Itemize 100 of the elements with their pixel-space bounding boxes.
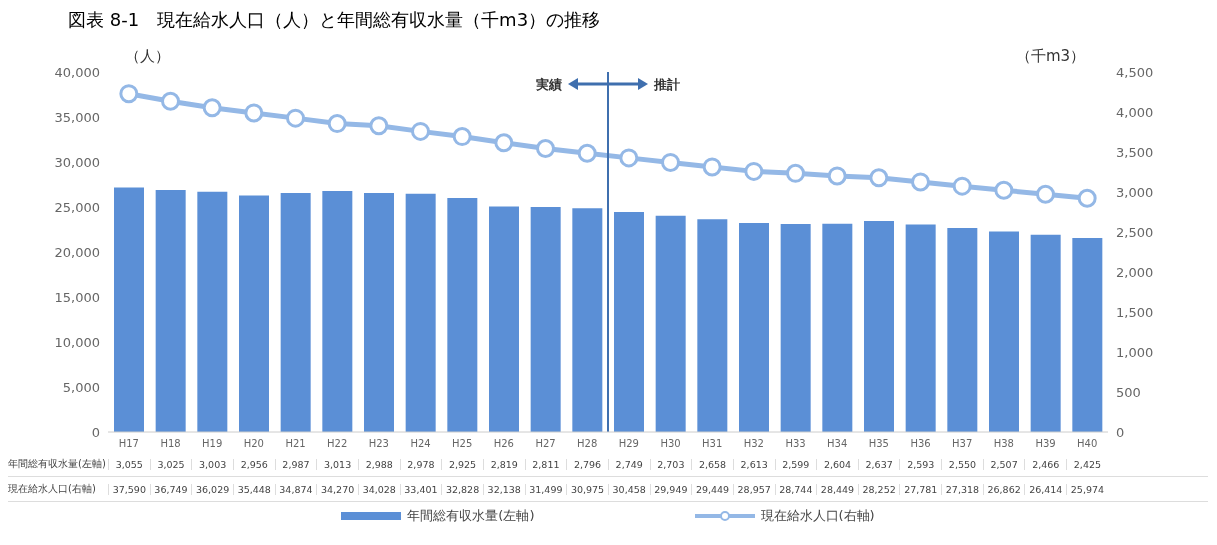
data-label: 2,749 xyxy=(607,458,650,470)
bar xyxy=(155,190,186,432)
data-label: 36,749 xyxy=(149,483,192,495)
data-label: 26,862 xyxy=(982,483,1025,495)
point xyxy=(661,152,680,172)
point xyxy=(202,98,222,118)
x-tick-label: H26 xyxy=(493,438,514,450)
data-label: 2,466 xyxy=(1024,458,1067,470)
text: 現在給水人口(右軸) xyxy=(8,483,96,494)
x-tick-label: H34 xyxy=(827,438,848,450)
annotation: 推計 xyxy=(653,77,680,92)
x-tick-label: H20 xyxy=(243,438,264,450)
x-tick-label: H33 xyxy=(785,438,806,450)
x-tick-label: H39 xyxy=(1035,438,1056,450)
point xyxy=(702,157,722,177)
bar xyxy=(1072,238,1103,432)
data-label: 2,811 xyxy=(524,458,567,470)
bar xyxy=(655,215,686,432)
legend-label: 現在給水人口(右軸) xyxy=(760,507,875,525)
y2-tick-label: 2,500 xyxy=(1116,224,1154,240)
data-label: 3,013 xyxy=(316,458,358,470)
data-label: 30,458 xyxy=(607,483,650,495)
point xyxy=(369,116,389,136)
data-label: 2,658 xyxy=(691,458,733,470)
point xyxy=(1036,184,1055,204)
data-label: 27,781 xyxy=(899,483,942,495)
point xyxy=(161,91,180,111)
data-label: 30,975 xyxy=(566,483,608,495)
data-label: 29,949 xyxy=(649,483,692,495)
x-tick-label: H17 xyxy=(118,438,139,450)
bar xyxy=(322,190,353,432)
data-label: 25,974 xyxy=(1066,483,1108,495)
x-tick-label: H36 xyxy=(910,438,931,450)
point xyxy=(536,139,555,159)
point xyxy=(494,133,514,153)
data-label: 2,593 xyxy=(899,458,942,470)
bar xyxy=(447,198,478,432)
data-label: 28,449 xyxy=(816,483,858,495)
point xyxy=(452,127,472,147)
data-label: 2,425 xyxy=(1066,458,1108,470)
x-tick-label: H32 xyxy=(743,438,764,450)
y-tick-label: 20,000 xyxy=(54,244,100,260)
y-tick-label: 0 xyxy=(91,424,100,440)
point xyxy=(827,166,847,186)
point xyxy=(786,163,805,183)
point xyxy=(744,161,764,181)
data-label: 27,318 xyxy=(941,483,983,495)
bar xyxy=(280,193,311,432)
bar xyxy=(739,222,769,432)
bar xyxy=(864,221,894,432)
x-tick-label: H24 xyxy=(410,438,431,450)
y-tick-label: 5,000 xyxy=(62,379,100,395)
data-label: 34,028 xyxy=(357,483,400,495)
bar xyxy=(989,231,1019,432)
bar xyxy=(1030,234,1061,432)
bar xyxy=(489,206,519,432)
point xyxy=(1077,188,1097,208)
data-label: 34,874 xyxy=(274,483,317,495)
y2-tick-label: 500 xyxy=(1116,384,1141,400)
point xyxy=(994,180,1014,200)
y2-tick-label: 1,500 xyxy=(1116,304,1154,320)
x-tick-label: H38 xyxy=(993,438,1014,450)
y-axis-title: （人） xyxy=(125,46,170,65)
x-tick-label: H25 xyxy=(452,438,473,450)
bar xyxy=(697,219,728,432)
point xyxy=(327,114,347,134)
data-label: 2,550 xyxy=(941,458,983,470)
data-label: 28,744 xyxy=(774,483,817,495)
y-tick-label: 10,000 xyxy=(54,334,100,350)
data-label: 3,003 xyxy=(191,458,233,470)
data-label: 2,604 xyxy=(816,458,858,470)
bar xyxy=(614,212,644,432)
chart-title: 図表 8-1 現在給水人口（人）と年間総有収水量（千m3）の推移 xyxy=(68,8,602,32)
data-label: 2,796 xyxy=(566,458,608,470)
bar xyxy=(530,207,561,432)
y2-axis-title: （千m3） xyxy=(1016,46,1086,65)
data-label: 35,448 xyxy=(232,483,275,495)
y2-tick-label: 0 xyxy=(1116,424,1125,440)
bar xyxy=(239,195,269,432)
data-label: 28,957 xyxy=(732,483,775,495)
data-label: 2,988 xyxy=(357,458,400,470)
point xyxy=(411,121,430,141)
bar xyxy=(905,224,936,432)
y2-tick-label: 4,000 xyxy=(1116,104,1154,120)
bar xyxy=(780,224,811,432)
y2-tick-label: 2,000 xyxy=(1116,264,1154,280)
data-label: 31,499 xyxy=(524,483,567,495)
x-tick-label: H40 xyxy=(1077,438,1098,450)
data-label: 2,987 xyxy=(274,458,317,470)
data-label: 2,599 xyxy=(774,458,817,470)
data-label: 2,819 xyxy=(482,458,525,470)
data-label: 28,252 xyxy=(857,483,900,495)
data-label: 3,025 xyxy=(149,458,192,470)
x-tick-label: H21 xyxy=(285,438,306,450)
bar xyxy=(405,193,436,432)
x-tick-label: H22 xyxy=(327,438,348,450)
data-label: 2,637 xyxy=(857,458,900,470)
y-tick-label: 25,000 xyxy=(54,199,100,215)
x-tick-label: H30 xyxy=(660,438,681,450)
point xyxy=(869,168,889,188)
